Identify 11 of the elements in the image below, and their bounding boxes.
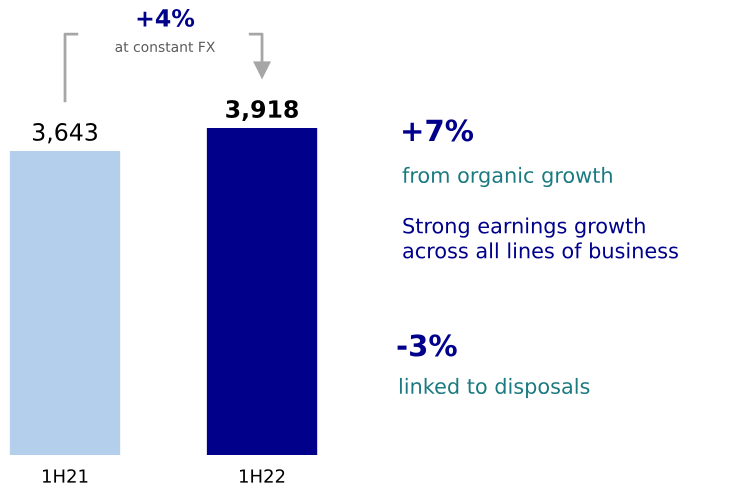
data-label: 3,918 bbox=[226, 100, 298, 121]
x-tick-label: 1H22 bbox=[240, 469, 284, 483]
data-label: 3,643 bbox=[33, 123, 97, 144]
text: +4% bbox=[138, 8, 194, 27]
text: linked to disposals bbox=[400, 378, 590, 398]
text: at constant FX bbox=[116, 42, 215, 52]
text: from organic growth bbox=[402, 166, 612, 188]
text: +7% bbox=[403, 119, 474, 142]
text: Strong earnings growth across all lines of business bbox=[403, 217, 678, 258]
text: -3% bbox=[398, 334, 457, 356]
x-tick-label: 1H21 bbox=[42, 469, 88, 483]
